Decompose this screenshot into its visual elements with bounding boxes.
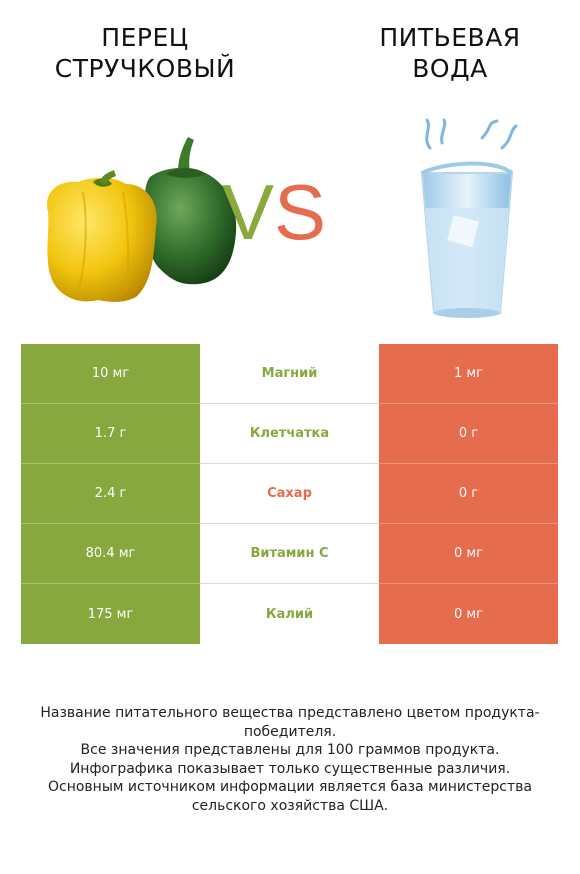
right-value: 0 мг [379, 524, 558, 584]
product-left-title: Перец стручковый [54, 23, 236, 83]
table-row: 1.7 г Клетчатка 0 г [21, 404, 558, 464]
left-value: 175 мг [21, 584, 200, 644]
versus-v: V [222, 168, 275, 256]
left-value: 80.4 мг [21, 524, 200, 584]
comparison-table: 10 мг Магний 1 мг 1.7 г Клетчатка 0 г 2.… [21, 344, 558, 644]
table-row: 175 мг Калий 0 мг [21, 584, 558, 644]
nutrient-name: Сахар [200, 464, 379, 524]
footer-note: Все значения представлены для 100 граммо… [80, 742, 500, 758]
nutrient-name: Клетчатка [200, 404, 379, 464]
footer-note: Название питательного вещества представл… [40, 705, 540, 740]
product-right-title: Питьевая вода [379, 23, 521, 83]
right-value: 0 г [379, 464, 558, 524]
bell-peppers-image [47, 137, 237, 302]
nutrient-name: Магний [200, 344, 379, 404]
footer-notes: Название питательного вещества представл… [20, 704, 560, 815]
versus-label: VS [222, 162, 326, 262]
footer-note: Основным источником информации является … [48, 779, 532, 814]
right-value: 0 г [379, 404, 558, 464]
left-value: 1.7 г [21, 404, 200, 464]
nutrient-name: Калий [200, 584, 379, 644]
footer-note: Инфографика показывает только существенн… [69, 760, 511, 777]
table-row: 10 мг Магний 1 мг [21, 344, 558, 404]
right-value: 0 мг [379, 584, 558, 644]
left-value: 2.4 г [21, 464, 200, 524]
versus-s: S [274, 168, 327, 256]
table-row: 80.4 мг Витамин C 0 мг [21, 524, 558, 584]
water-glass-image [420, 118, 518, 318]
table-row: 2.4 г Сахар 0 г [21, 464, 558, 524]
right-value: 1 мг [379, 344, 558, 404]
nutrient-name: Витамин C [200, 524, 379, 584]
left-value: 10 мг [21, 344, 200, 404]
